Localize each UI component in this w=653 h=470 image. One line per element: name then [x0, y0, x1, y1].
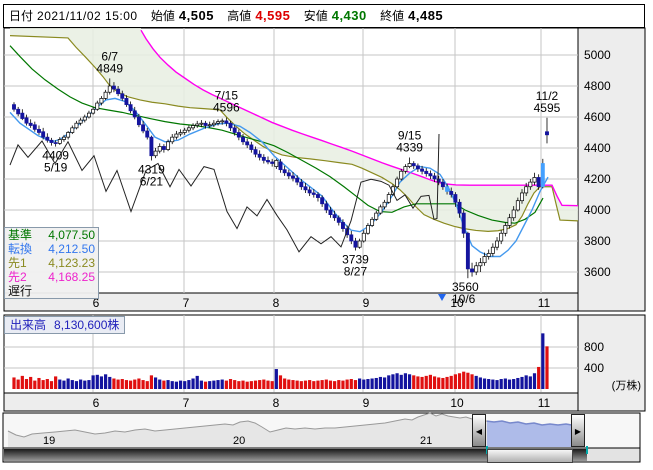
svg-text:20: 20: [233, 435, 245, 447]
axis-labels: 5000 4800 4600 4400 4200 4000 3800 3600 6 6 7 7 8 8 9 9…: [93, 48, 641, 410]
navigator-selection[interactable]: [8, 413, 572, 447]
svg-text:4339: 4339: [396, 140, 423, 154]
low-label: 安値: [303, 9, 328, 23]
svg-text:4800: 4800: [584, 79, 611, 93]
kijun-line: [9, 45, 544, 224]
svg-text:7/15: 7/15: [215, 89, 239, 103]
svg-text:11: 11: [538, 396, 551, 410]
open-value: 4,505: [178, 8, 214, 23]
legend-row-senkou2: 先2 4,168.25: [8, 270, 95, 284]
legend-row-tenkan: 転換 4,212.50: [8, 242, 95, 256]
volume-title: 出来高: [10, 318, 47, 332]
svg-text:7: 7: [183, 396, 190, 410]
svg-text:4596: 4596: [213, 101, 240, 115]
svg-text:3560: 3560: [452, 280, 479, 294]
ichimoku-cloud: [10, 28, 578, 232]
close-label: 終値: [380, 9, 405, 23]
svg-text:21: 21: [420, 435, 432, 447]
svg-text:19: 19: [43, 435, 55, 447]
svg-text:3739: 3739: [342, 252, 369, 266]
horizontal-scrollbar: [2, 446, 641, 463]
svg-text:6: 6: [93, 396, 100, 410]
svg-text:400: 400: [584, 361, 604, 375]
volume-value: 8,130,600株: [54, 318, 120, 332]
svg-text:8: 8: [273, 396, 280, 410]
svg-text:4000: 4000: [584, 203, 611, 217]
svg-text:4595: 4595: [534, 101, 561, 115]
svg-text:4849: 4849: [96, 61, 123, 75]
svg-text:4400: 4400: [584, 141, 611, 155]
tenkan-line: [9, 97, 549, 258]
svg-text:7: 7: [183, 296, 190, 310]
svg-text:10: 10: [450, 296, 464, 310]
svg-text:11/2: 11/2: [536, 89, 559, 103]
volume-label: 出来高 8,130,600株: [4, 316, 126, 334]
svg-text:8/27: 8/27: [344, 264, 368, 278]
date-value: 2021/11/02 15:00: [37, 9, 138, 23]
high-value: 4,595: [255, 8, 291, 23]
navigator-left-button[interactable]: ◀: [472, 414, 486, 447]
event-marker-triangle: [438, 294, 446, 301]
chart-frames: [3, 27, 646, 412]
svg-text:4200: 4200: [584, 172, 611, 186]
navigator-right-button[interactable]: ▶: [571, 414, 585, 447]
scrollbar-thumb[interactable]: [487, 449, 573, 463]
legend-row-senkou1: 先1 4,123.23: [8, 256, 95, 270]
svg-text:5000: 5000: [584, 48, 611, 62]
history-navigator: 19 20 21: [2, 412, 641, 449]
open-label: 始値: [150, 9, 175, 23]
close-value: 4,485: [408, 8, 444, 23]
svg-text:10/6: 10/6: [452, 292, 476, 306]
svg-text:8: 8: [273, 296, 280, 310]
svg-text:3800: 3800: [584, 234, 611, 248]
svg-text:6/7: 6/7: [101, 49, 118, 63]
svg-text:9: 9: [363, 296, 370, 310]
ohlc-header: 日付 2021/11/02 15:00 始値 4,505 高値 4,595 安値 4,4…: [3, 4, 645, 28]
legend-row-chikou: 遅行: [8, 284, 33, 298]
svg-text:6/21: 6/21: [140, 175, 164, 189]
chikou-line: [9, 134, 440, 253]
ichimoku-legend: 基準 4,077.50 転換 4,212.50 先1 4,123.23 先2 4,168…: [4, 227, 99, 299]
date-label: 日付: [9, 9, 34, 23]
svg-text:800: 800: [584, 340, 604, 354]
candlesticks: [12, 78, 549, 279]
svg-text:11: 11: [538, 296, 551, 310]
svg-text:4600: 4600: [584, 110, 611, 124]
svg-text:9/15: 9/15: [398, 128, 422, 142]
svg-text:9: 9: [363, 396, 370, 410]
low-value: 4,430: [331, 8, 367, 23]
svg-text:4409: 4409: [42, 149, 69, 163]
volume-bars: [12, 333, 549, 389]
high-label: 高値: [227, 9, 252, 23]
legend-row-kijun: 基準 4,077.50: [8, 228, 95, 242]
svg-text:(万株): (万株): [612, 378, 641, 392]
svg-text:4319: 4319: [138, 163, 165, 177]
svg-text:3600: 3600: [584, 265, 611, 279]
svg-text:5/19: 5/19: [44, 161, 68, 175]
svg-text:6: 6: [93, 296, 100, 310]
svg-text:10: 10: [450, 396, 464, 410]
